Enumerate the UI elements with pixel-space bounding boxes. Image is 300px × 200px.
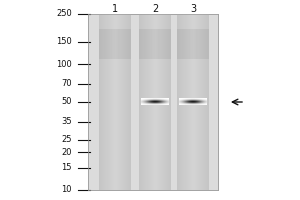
Text: 25: 25 (61, 135, 72, 144)
Text: 250: 250 (56, 9, 72, 19)
Text: 100: 100 (56, 60, 72, 69)
Text: 50: 50 (61, 98, 72, 106)
Text: 2: 2 (152, 4, 158, 14)
Text: 1: 1 (112, 4, 118, 14)
Text: 15: 15 (61, 163, 72, 172)
Text: 150: 150 (56, 37, 72, 46)
Bar (88, 14, 218, 190)
Text: 20: 20 (61, 148, 72, 157)
Text: 70: 70 (61, 79, 72, 88)
Text: 3: 3 (190, 4, 196, 14)
Text: 35: 35 (61, 117, 72, 126)
Text: 10: 10 (61, 186, 72, 194)
